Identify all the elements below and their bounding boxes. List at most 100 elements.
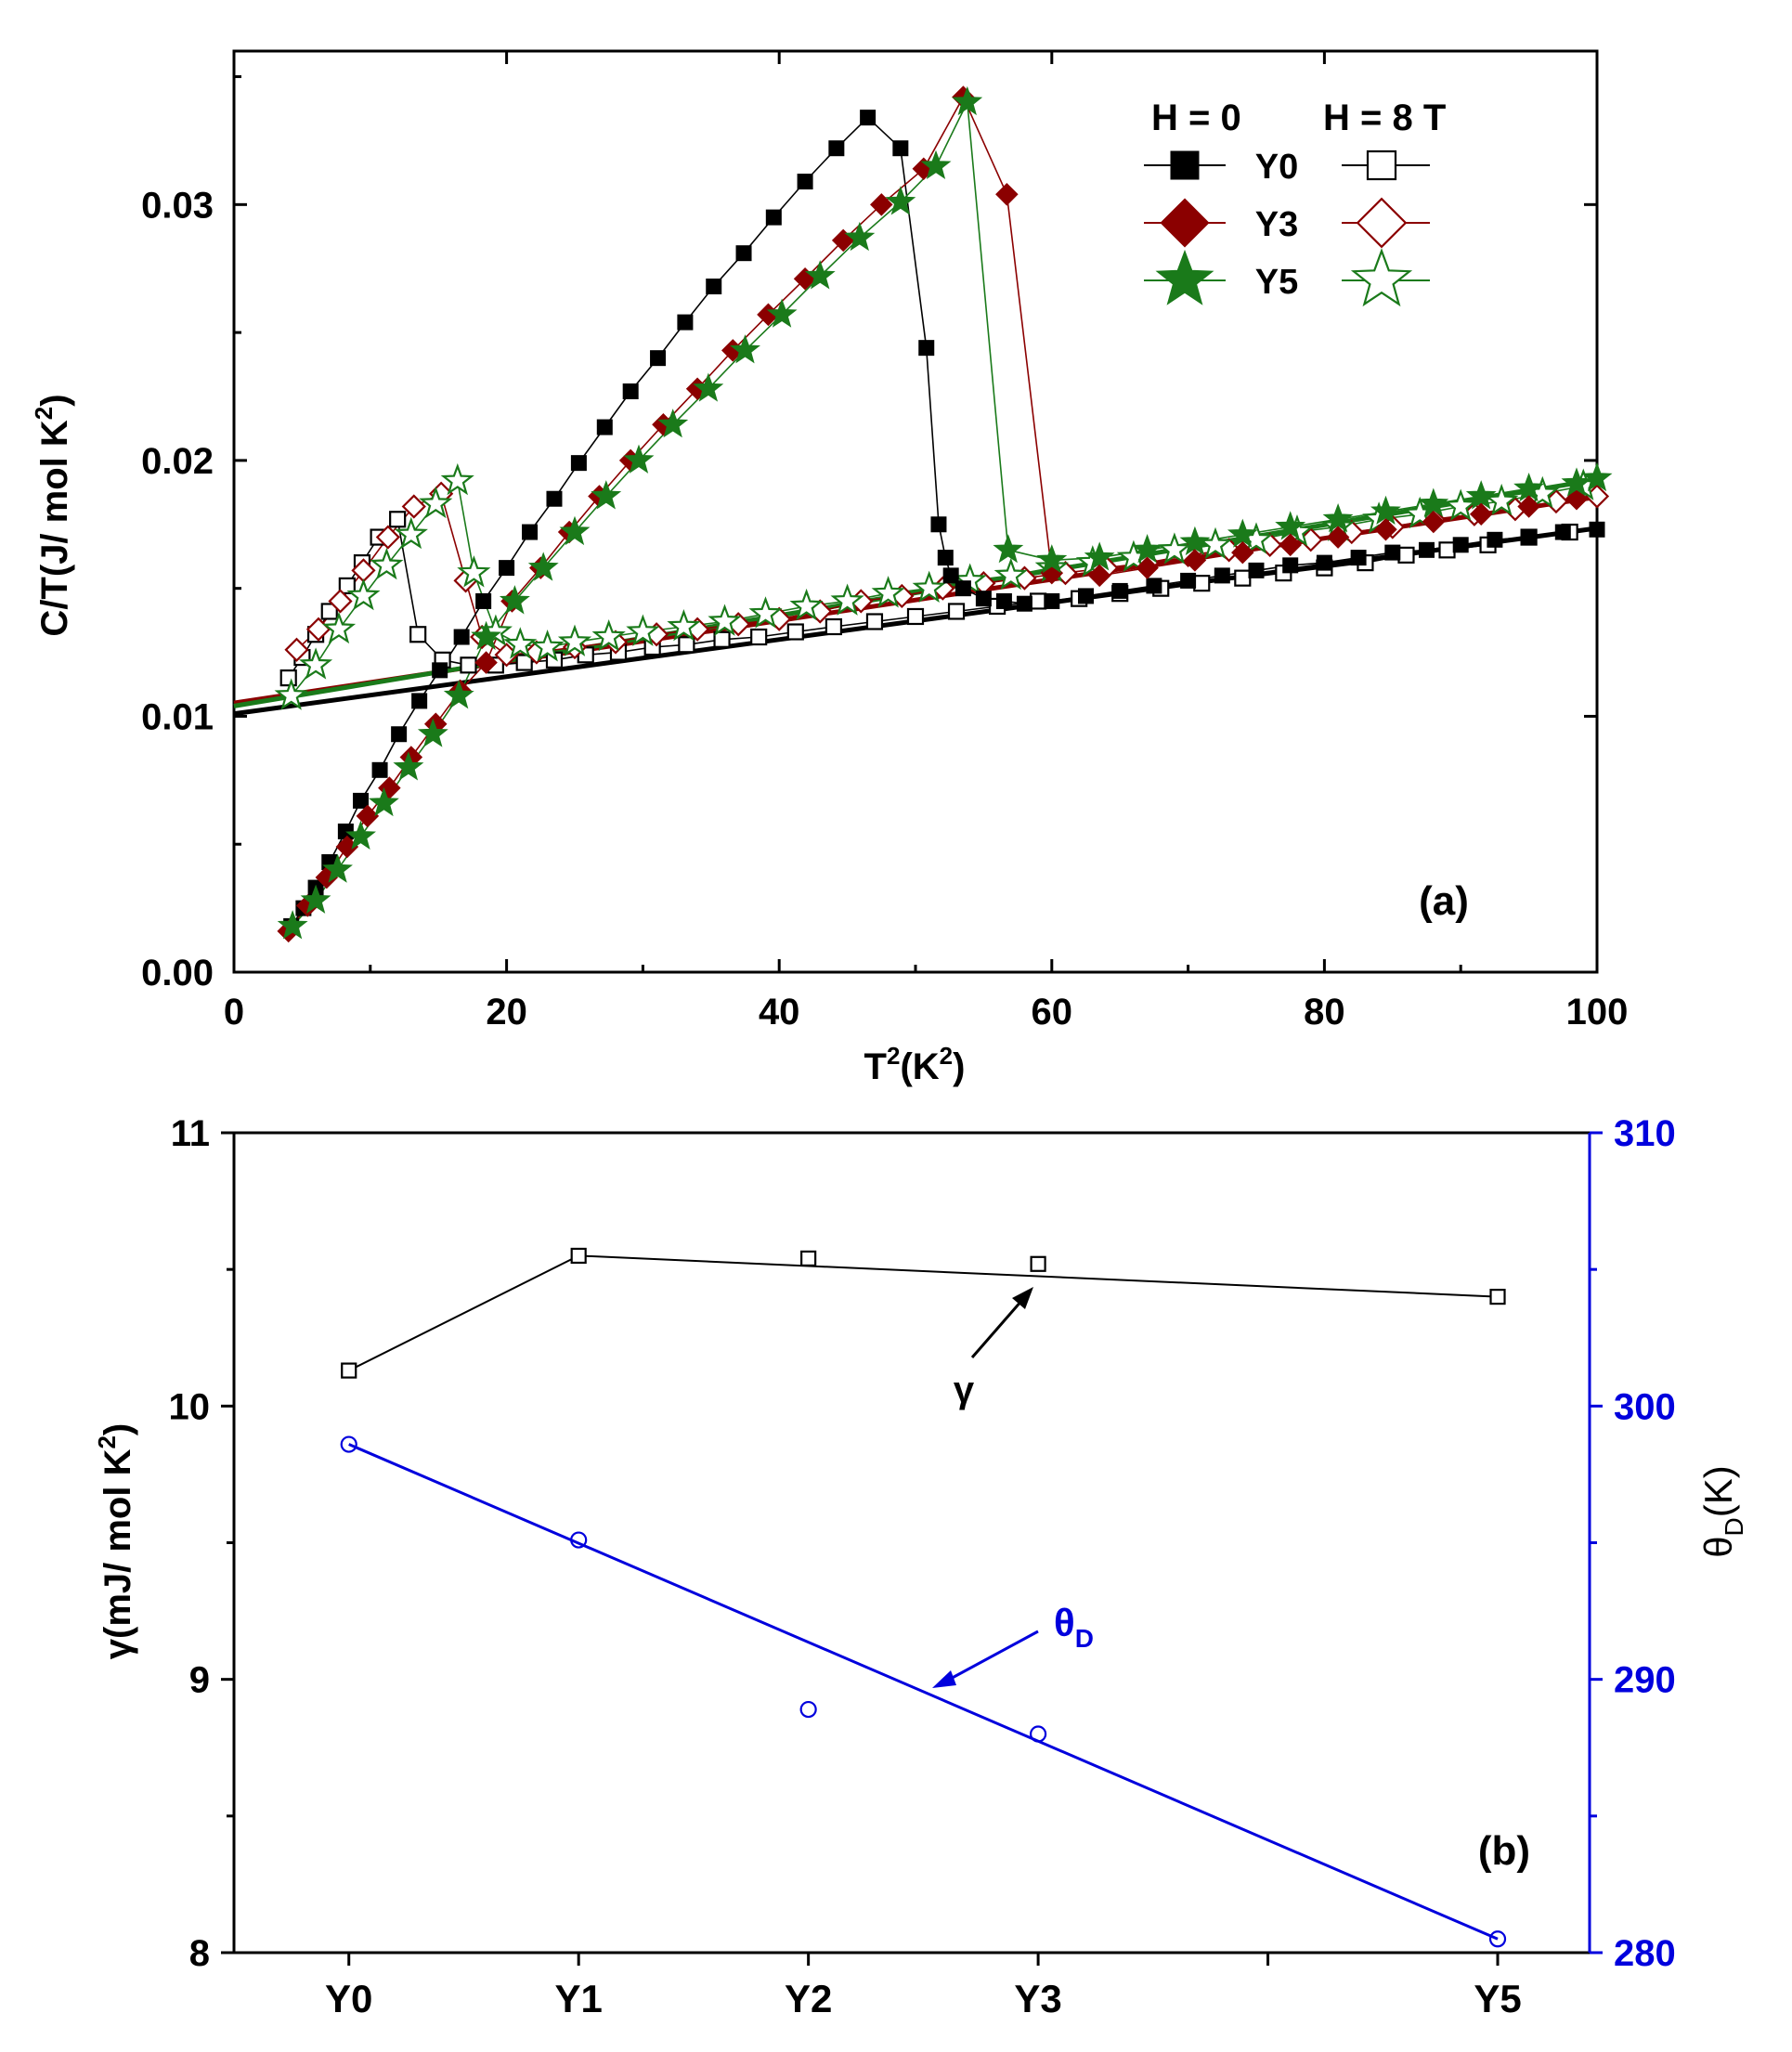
- data-point: [1469, 502, 1493, 526]
- data-point: [419, 486, 453, 519]
- data-point: [1397, 546, 1415, 564]
- data-point: [443, 680, 474, 709]
- data-point: [954, 580, 971, 597]
- legend-marker-filled: [1160, 198, 1210, 248]
- data-point: [1465, 480, 1497, 510]
- theta-annotation: θD: [932, 1601, 1094, 1688]
- data-point: [409, 626, 427, 643]
- legend-marker-filled: [1155, 249, 1214, 305]
- y-left-tick-label: 8: [189, 1933, 210, 1974]
- gamma-annotation: γ: [954, 1287, 1033, 1410]
- data-point: [1084, 541, 1115, 571]
- data-point: [1322, 502, 1354, 533]
- data-point: [1180, 572, 1197, 589]
- data-point: [499, 560, 515, 577]
- legend-label: Y3: [1255, 205, 1298, 244]
- gamma-point: [800, 1250, 817, 1266]
- data-point: [591, 619, 626, 652]
- data-point: [274, 678, 308, 710]
- data-point: [277, 910, 308, 940]
- x-tick-label: Y0: [325, 1977, 372, 2020]
- data-point: [460, 656, 477, 674]
- data-point: [371, 761, 388, 778]
- x-tick-label: 60: [1032, 992, 1073, 1032]
- data-point: [453, 629, 470, 645]
- data-point: [1452, 537, 1469, 553]
- data-point: [356, 804, 380, 828]
- data-point: [1030, 592, 1047, 610]
- data-point: [457, 555, 491, 588]
- legend-header-h8: H = 8 T: [1323, 97, 1446, 138]
- data-point: [596, 419, 613, 435]
- panel-a-x-axis-label: T2(K2): [864, 1042, 966, 1087]
- x-tick-label: 80: [1304, 992, 1345, 1032]
- x-tick-label: 40: [759, 992, 800, 1032]
- data-point: [677, 314, 694, 331]
- data-point: [1517, 495, 1540, 518]
- y-right-tick-label: 300: [1614, 1386, 1676, 1427]
- data-point: [322, 853, 353, 883]
- data-point: [353, 792, 370, 809]
- y-right-tick-label: 310: [1614, 1113, 1676, 1154]
- data-point: [1521, 529, 1538, 546]
- data-point: [1581, 461, 1613, 492]
- data-point: [1485, 483, 1519, 516]
- data-point: [1326, 526, 1350, 549]
- data-point: [748, 596, 783, 629]
- y-tick-label: 0.00: [141, 953, 214, 994]
- data-point: [328, 589, 353, 614]
- data-point: [1087, 564, 1111, 588]
- data-point: [650, 350, 667, 367]
- data-point: [667, 609, 701, 642]
- data-point: [678, 636, 695, 654]
- data-point: [279, 669, 297, 687]
- data-point: [346, 578, 381, 611]
- x-tick-label: 0: [224, 992, 244, 1032]
- data-point: [1136, 556, 1159, 579]
- legend-marker-filled: [1170, 150, 1200, 180]
- gamma-arrow-head-icon: [1012, 1287, 1033, 1309]
- data-point: [1419, 541, 1435, 558]
- data-point: [1275, 511, 1306, 540]
- panel-b-label: (b): [1478, 1828, 1530, 1874]
- x-tick-label: Y1: [554, 1977, 602, 2020]
- data-point: [885, 186, 916, 215]
- data-point: [995, 592, 1012, 609]
- data-point: [1444, 488, 1478, 521]
- panel-b-right-axis-label: θD(K): [1696, 1465, 1748, 1558]
- data-point: [530, 630, 565, 662]
- data-point: [993, 534, 1024, 564]
- data-point: [920, 149, 952, 179]
- data-point: [1193, 575, 1211, 592]
- theta-point: [799, 1700, 817, 1719]
- data-point: [865, 613, 884, 630]
- gamma-point: [1030, 1255, 1046, 1272]
- data-point: [1422, 510, 1446, 534]
- gamma-annotation-label: γ: [954, 1370, 975, 1410]
- y-left-tick-label: 10: [169, 1386, 211, 1427]
- panel-a-ticks: 0 20 40 60 80 100 0.00 0.01 0.02 0.03: [141, 51, 1628, 1032]
- data-point: [391, 726, 408, 743]
- panel-b-ticks: Y0 Y1 Y2 Y3 Y5 8 9 10 11 280 290 300 310: [169, 1113, 1676, 2020]
- data-point: [411, 693, 428, 709]
- data-point: [503, 627, 538, 659]
- legend: H = 0 H = 8 T Y0 Y3 Y5: [1144, 97, 1446, 307]
- x-tick-label: 100: [1566, 992, 1629, 1032]
- gamma-point: [570, 1247, 587, 1265]
- data-point: [1111, 582, 1128, 599]
- data-point: [825, 617, 843, 636]
- y-tick-label: 0.03: [141, 185, 214, 226]
- data-point: [1565, 487, 1589, 511]
- data-point: [401, 494, 426, 519]
- data-point: [975, 591, 992, 607]
- data-point: [706, 279, 722, 295]
- data-point: [1384, 544, 1401, 561]
- data-point: [338, 577, 356, 595]
- x-tick-label: Y5: [1474, 1977, 1521, 2020]
- data-point: [892, 140, 909, 157]
- data-point: [1248, 562, 1265, 578]
- panel-a-data-markers: [274, 85, 1613, 943]
- legend-marker-open: [1356, 197, 1408, 249]
- data-point: [937, 550, 954, 566]
